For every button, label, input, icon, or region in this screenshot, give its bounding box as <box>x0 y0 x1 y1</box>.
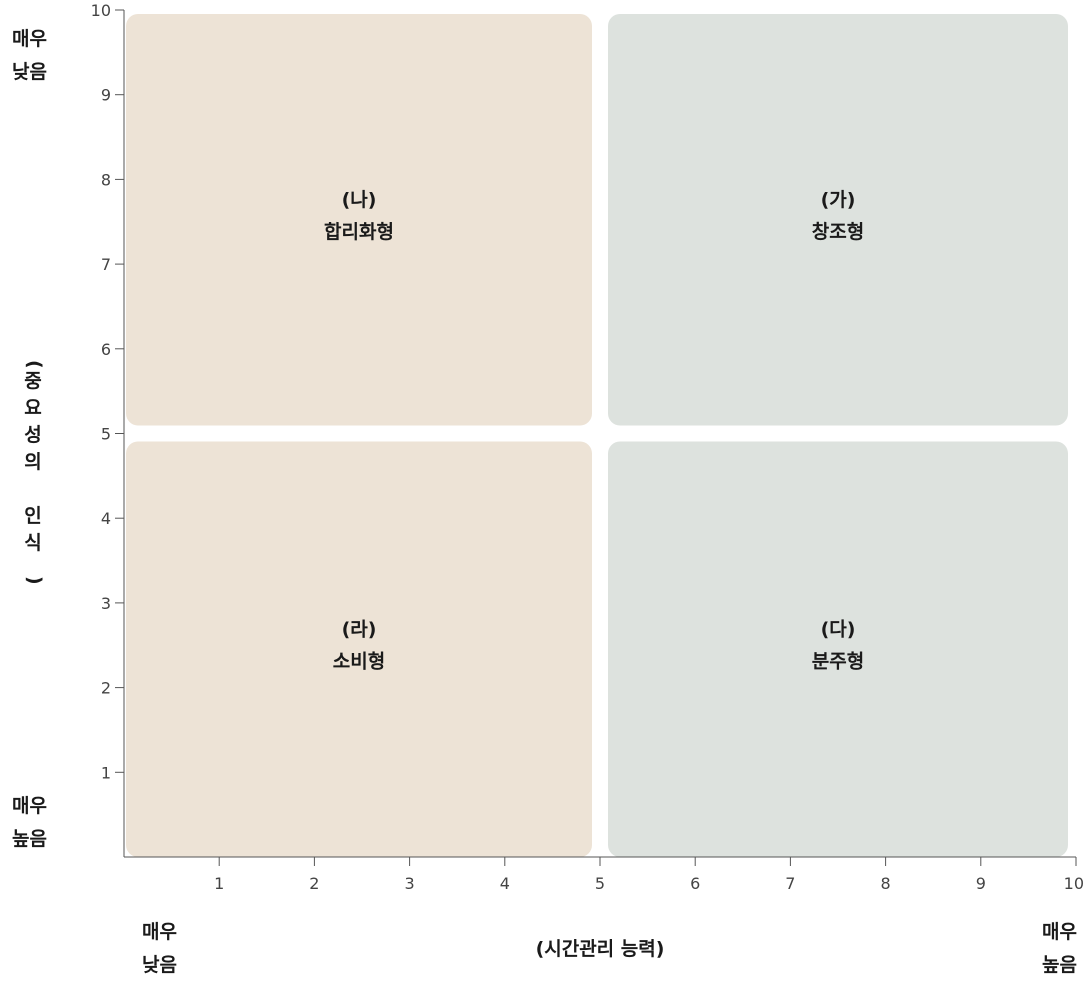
x-axis-low-end-line-1: 매우 <box>142 921 177 943</box>
axes-group: 1 2 3 4 5 6 7 8 9 10 1 2 3 4 5 6 7 8 9 10 <box>91 1 1084 893</box>
quadrant-na-label: 합리화형 <box>324 221 394 243</box>
y-tick-label-8: 8 <box>101 170 111 189</box>
x-tick-label-3: 3 <box>405 874 415 893</box>
quadrant-ra-code: (라) <box>342 618 377 640</box>
quadrant-na-code: (나) <box>342 189 377 211</box>
y-tick-label-1: 1 <box>101 763 111 782</box>
x-axis-high-end-line-2: 높음 <box>1042 954 1077 976</box>
y-axis-top-end-line-1: 매우 <box>12 28 47 50</box>
y-tick-label-3: 3 <box>101 594 111 613</box>
x-axis-title: (시간관리 능력) <box>536 938 665 960</box>
y-tick-label-6: 6 <box>101 340 111 359</box>
y-axis-bottom-end-line-2: 높음 <box>12 828 47 850</box>
quadrant-da-label: 분주형 <box>812 650 864 672</box>
x-tick-label-6: 6 <box>690 874 700 893</box>
quadrant-ra-label: 소비형 <box>333 650 385 672</box>
quadrant-ra <box>126 441 592 857</box>
x-tick-label-9: 9 <box>976 874 986 893</box>
y-tick-label-5: 5 <box>101 425 111 444</box>
x-axis-high-end-line-1: 매우 <box>1042 921 1077 943</box>
y-axis-bottom-end-line-1: 매우 <box>12 795 47 817</box>
y-axis-title: (중 요 성 의 인 식) <box>24 360 46 585</box>
x-tick-label-8: 8 <box>881 874 891 893</box>
x-tick-label-7: 7 <box>785 874 795 893</box>
quadrant-da <box>608 441 1068 857</box>
x-axis-low-end-line-2: 낮음 <box>142 954 177 976</box>
quadrant-ga-code: (가) <box>821 189 856 211</box>
y-tick-label-10: 10 <box>91 1 111 20</box>
y-axis-top-end-line-2: 낮음 <box>12 61 47 83</box>
x-tick-label-1: 1 <box>214 874 224 893</box>
quadrant-ga <box>608 14 1068 426</box>
y-tick-label-9: 9 <box>101 86 111 105</box>
x-tick-label-5: 5 <box>595 874 605 893</box>
y-tick-label-2: 2 <box>101 679 111 698</box>
y-tick-label-4: 4 <box>101 509 111 528</box>
x-tick-label-4: 4 <box>500 874 510 893</box>
quadrant-ga-label: 창조형 <box>812 221 864 243</box>
y-tick-label-7: 7 <box>101 255 111 274</box>
quadrant-group: (나) 합리화형 (가) 창조형 (라) 소비형 (다) 분주형 <box>126 14 1068 857</box>
x-tick-label-2: 2 <box>309 874 319 893</box>
quadrant-da-code: (다) <box>821 618 856 640</box>
x-tick-label-10: 10 <box>1064 874 1084 893</box>
quadrant-na <box>126 14 592 426</box>
